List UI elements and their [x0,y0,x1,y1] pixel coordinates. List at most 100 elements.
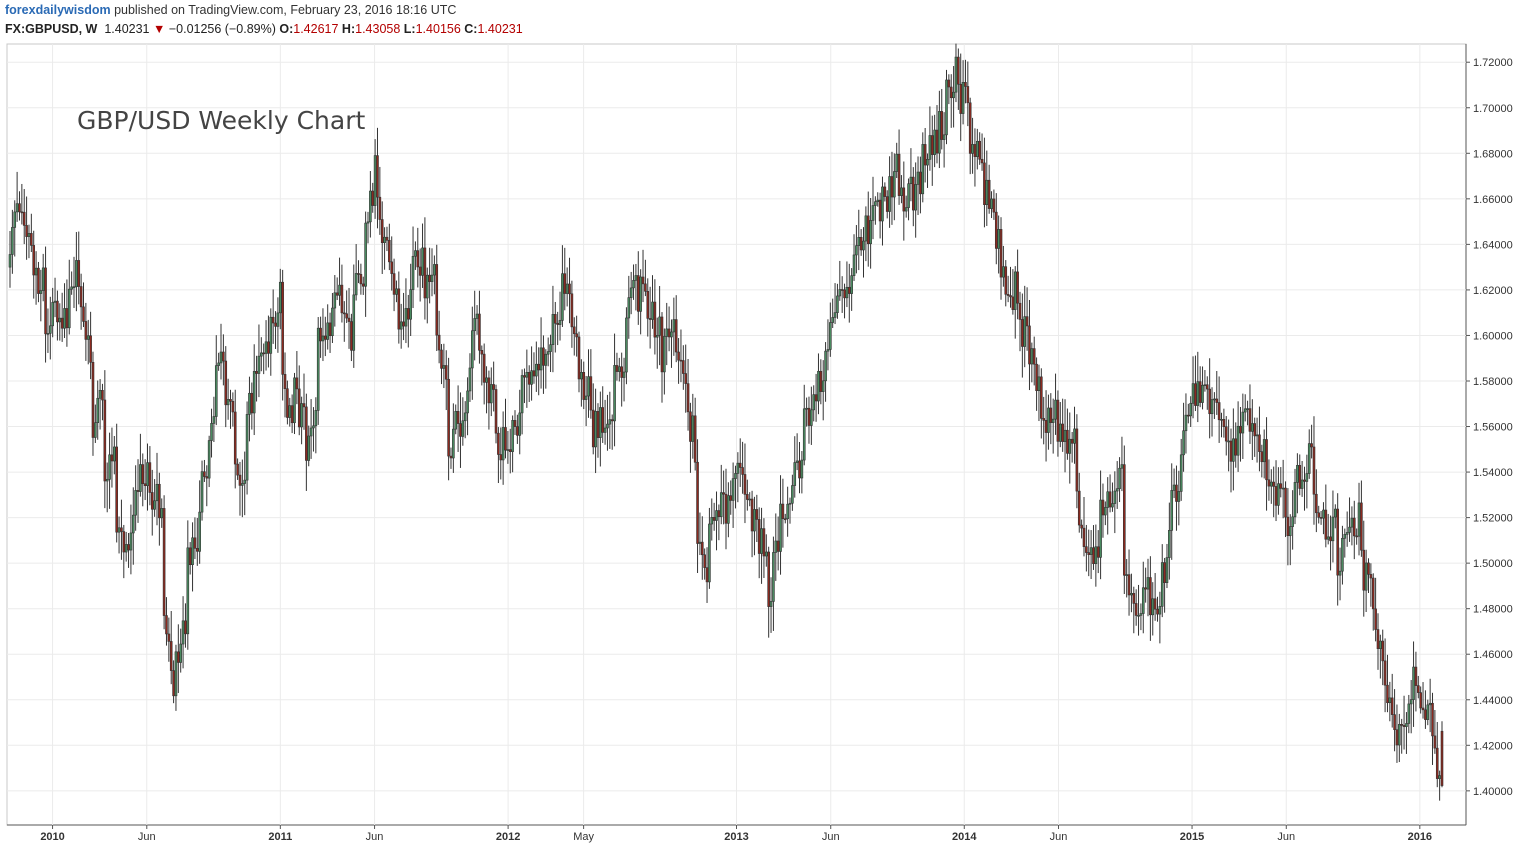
candle-up [475,313,479,319]
candle-up [691,415,695,442]
candle-up [1262,439,1266,463]
candle-down [37,267,40,294]
candle-up [278,281,282,314]
candle-up [544,353,548,366]
candle-down [162,508,166,616]
candle-down [120,527,123,532]
candle-up [86,335,90,340]
candle-down [973,144,977,157]
candle-down [361,283,365,287]
open-label: O: [279,22,294,36]
candle-up [961,82,965,114]
candle-up [629,287,633,298]
candle-down [65,308,69,329]
candle-down [776,540,780,552]
candle-up [793,462,797,486]
candle-up [1118,467,1121,490]
candle-up [430,274,434,282]
candle-up [1203,384,1207,387]
candle-down [992,198,996,213]
candle-down [1279,483,1283,489]
candle-up [1177,491,1181,502]
price-tick-label: 1.48000 [1473,604,1513,616]
candle-up [338,284,341,296]
author-link[interactable]: forexdailywisdom [5,3,111,17]
candle-up [1073,428,1076,444]
ohlc-line: FX:GBPUSD, W 1.40231 ▼ −0.01256 (−0.89%)… [5,22,523,36]
candle-down [231,400,235,413]
candle-up [1113,490,1117,504]
candle-up [1322,509,1325,519]
candle-down [729,495,733,501]
candle-down [286,388,289,418]
price-tick-label: 1.54000 [1473,467,1513,479]
chart-title: GBP/USD Weekly Chart [77,106,366,135]
candle-up [748,498,752,501]
candle-up [549,344,552,352]
candle-down [281,281,284,375]
candle-down [385,236,389,241]
candle-down [814,394,818,402]
candle-down [25,225,28,237]
candle-down [523,375,526,378]
candle-up [186,547,190,635]
candle-up [8,254,12,268]
candle-down [1390,697,1394,715]
candle-down [44,267,47,335]
candle-up [985,179,989,205]
candle-up [1104,507,1107,516]
candle-up [812,394,816,411]
candle-down [390,261,394,274]
candle-up [383,236,386,244]
candle-up [907,183,910,208]
candle-up [179,643,183,663]
candle-up [921,144,925,195]
candle-up [613,365,616,422]
candle-down [141,464,145,485]
candle-down [949,86,953,99]
candle-down [1080,524,1083,529]
candle-down [60,317,64,329]
candle-down [840,289,844,291]
candle-up [904,207,908,212]
candle-down [724,493,728,524]
candle-up [414,250,417,257]
candle-down [516,426,519,436]
candle-up [1227,440,1230,443]
candle-down [999,229,1003,278]
candle-up [594,411,597,448]
candle-down [987,179,991,209]
close-value: 1.40231 [477,22,523,36]
candle-up [404,308,408,327]
candle-up [307,435,311,461]
candle-up [1201,384,1204,403]
candle-down [1085,546,1088,553]
symbol-label[interactable]: FX:GBPUSD, W [5,22,98,36]
candle-down [122,531,126,553]
time-tick-label: Jun [1050,831,1068,843]
candle-up [627,297,631,319]
candle-down [302,403,306,408]
candle-down [1224,426,1228,442]
candle-up [468,367,472,392]
candle-down [1144,587,1147,590]
candle-down [1042,418,1045,421]
candle-up [874,201,877,206]
candle-down [79,286,83,308]
candle-up [1251,423,1254,432]
candle-up [1288,526,1292,537]
price-tick-label: 1.60000 [1473,330,1513,342]
candle-down [229,399,232,402]
time-tick-label: 2011 [268,831,292,843]
price-tick-label: 1.46000 [1473,649,1513,661]
candle-up [810,409,813,426]
candle-up [452,428,455,459]
candle-down [274,322,277,327]
candle-up [916,171,920,185]
candle-up [1111,503,1114,508]
candle-up [245,414,249,481]
candle-down [84,321,88,340]
price-tick-label: 1.50000 [1473,558,1513,570]
candle-up [96,397,100,424]
